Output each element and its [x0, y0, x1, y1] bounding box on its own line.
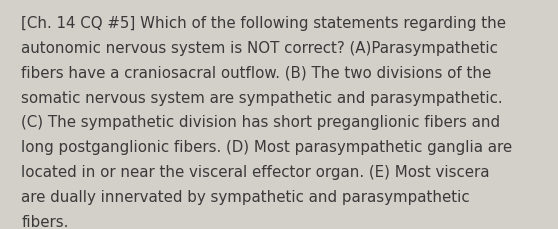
Text: [Ch. 14 CQ #5] Which of the following statements regarding the: [Ch. 14 CQ #5] Which of the following st… [21, 16, 506, 31]
Text: fibers have a craniosacral outflow. (B) The two divisions of the: fibers have a craniosacral outflow. (B) … [21, 65, 492, 80]
Text: autonomic nervous system is NOT correct? (A)Parasympathetic: autonomic nervous system is NOT correct?… [21, 41, 498, 56]
Text: long postganglionic fibers. (D) Most parasympathetic ganglia are: long postganglionic fibers. (D) Most par… [21, 140, 512, 155]
Text: (C) The sympathetic division has short preganglionic fibers and: (C) The sympathetic division has short p… [21, 115, 501, 130]
Text: located in or near the visceral effector organ. (E) Most viscera: located in or near the visceral effector… [21, 164, 490, 179]
Text: are dually innervated by sympathetic and parasympathetic: are dually innervated by sympathetic and… [21, 189, 470, 204]
Text: somatic nervous system are sympathetic and parasympathetic.: somatic nervous system are sympathetic a… [21, 90, 503, 105]
Text: fibers.: fibers. [21, 214, 69, 229]
